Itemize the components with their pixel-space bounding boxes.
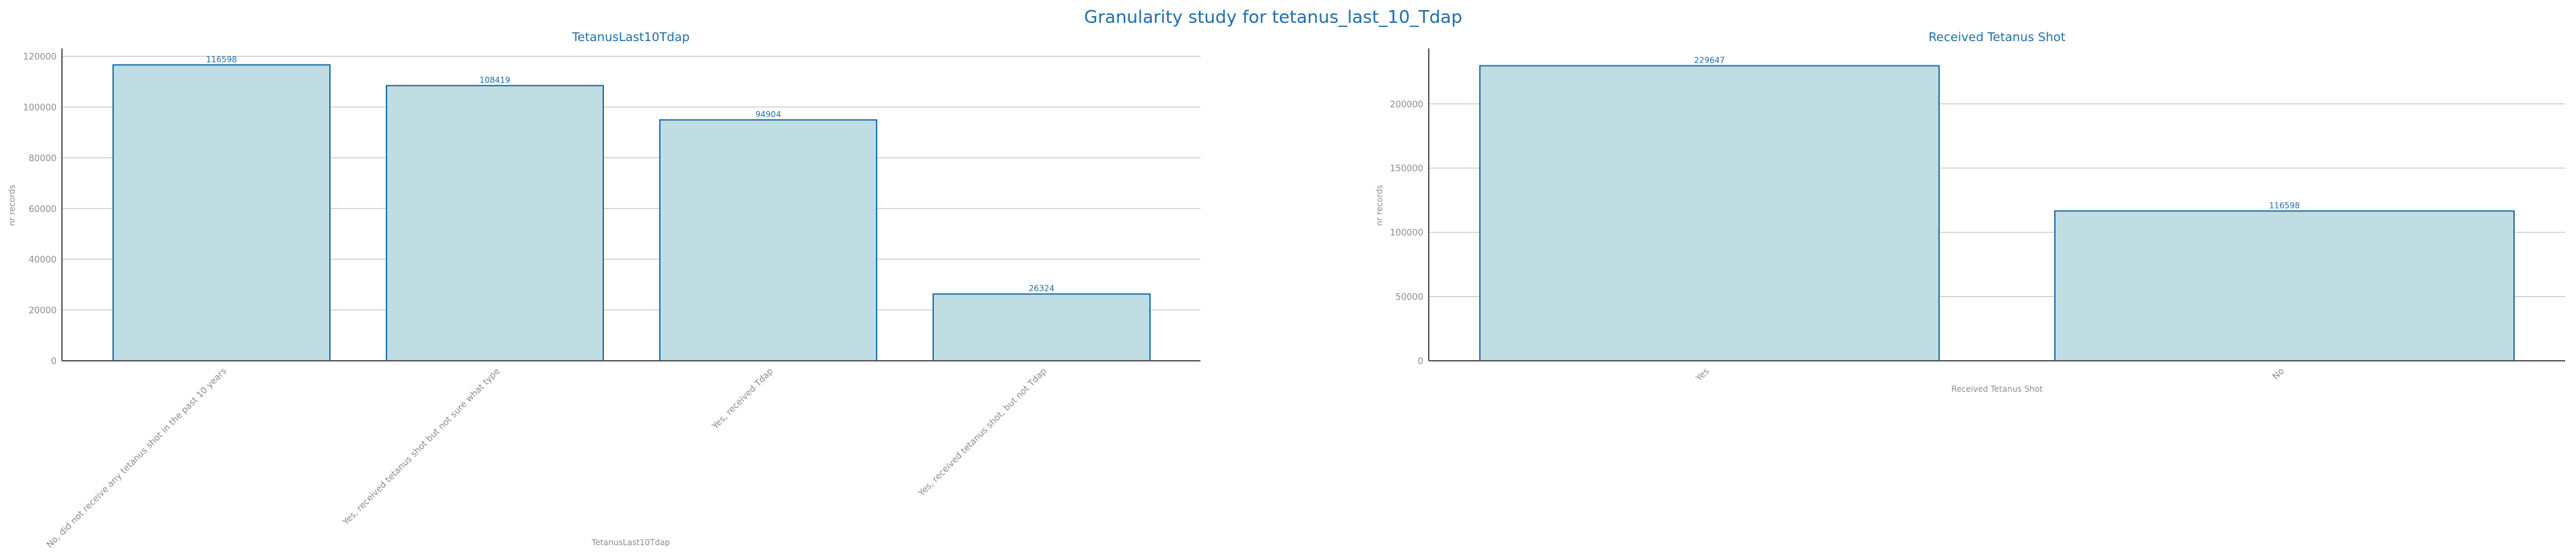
y-axis-label: nr records: [1375, 185, 1384, 226]
x-tick-label: Yes, received tetanus shot but not sure …: [341, 366, 502, 528]
x-tick-label: Yes, received Tdap: [710, 366, 776, 431]
bar: [933, 293, 1151, 361]
y-tick-label: 100000: [23, 103, 57, 113]
y-axis-label: nr records: [7, 185, 17, 226]
bar: [1479, 65, 1940, 362]
y-tick-label: 0: [1418, 357, 1423, 367]
data-label: 94904: [755, 110, 781, 119]
x-axis-label: Received Tetanus Shot: [1951, 384, 2043, 394]
figure-title: Granularity study for tetanus_last_10_Td…: [1084, 7, 1462, 28]
data-label: 229647: [1694, 56, 1725, 65]
bar: [659, 119, 877, 361]
y-tick-label: 0: [51, 357, 57, 367]
chart-title: Received Tetanus Shot: [1928, 30, 2066, 44]
bar: [2054, 210, 2515, 362]
x-tick-label: Yes, received tetanus shot, but not Tdap: [916, 366, 1049, 499]
x-axis-label: TetanusLast10Tdap: [591, 538, 670, 547]
chart-tetanus-last-10-tdap: TetanusLast10Tdap 116598 108419 94904 26324…: [7, 30, 1200, 550]
data-label: 116598: [2269, 201, 2300, 210]
y-tick-label: 120000: [23, 53, 57, 63]
y-tick-label: 40000: [29, 255, 57, 265]
data-label: 108419: [479, 75, 510, 85]
y-tick-label: 20000: [29, 306, 57, 316]
y-tick-label: 80000: [29, 153, 57, 164]
y-tick-label: 60000: [29, 205, 57, 215]
x-tick-label: Yes: [1694, 366, 1711, 384]
y-tick-label: 50000: [1396, 293, 1423, 303]
data-label: 26324: [1029, 284, 1054, 293]
chart-title: TetanusLast10Tdap: [572, 30, 690, 44]
data-label: 116598: [206, 55, 237, 64]
bar: [112, 64, 331, 361]
chart-received-tetanus-shot: Received Tetanus Shot 229647 116598 0 5000…: [1375, 30, 2565, 394]
bar: [386, 85, 604, 361]
y-tick-label: 150000: [1390, 164, 1423, 174]
y-tick-label: 100000: [1390, 228, 1423, 238]
y-tick-label: 200000: [1390, 100, 1423, 110]
x-tick-label: No, did not receive any tetanus shot in …: [45, 366, 229, 550]
x-tick-label: No: [2271, 366, 2286, 382]
